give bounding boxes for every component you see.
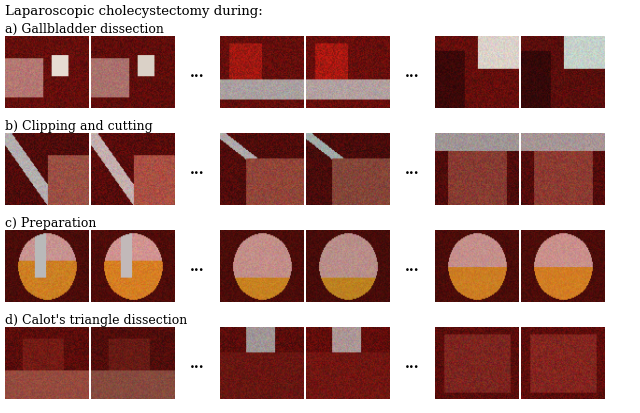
- Text: a) Gallbladder dissection: a) Gallbladder dissection: [5, 23, 164, 36]
- Text: b) Clipping and cutting: b) Clipping and cutting: [5, 120, 153, 133]
- Text: ...: ...: [190, 66, 205, 80]
- Text: ...: ...: [190, 259, 205, 273]
- Text: ...: ...: [190, 163, 205, 177]
- Text: ...: ...: [405, 66, 420, 80]
- Text: ...: ...: [190, 356, 205, 370]
- Text: ...: ...: [405, 356, 420, 370]
- Text: d) Calot's triangle dissection: d) Calot's triangle dissection: [5, 313, 188, 326]
- Text: Laparoscopic cholecystectomy during:: Laparoscopic cholecystectomy during:: [5, 5, 263, 18]
- Text: c) Preparation: c) Preparation: [5, 216, 97, 230]
- Text: ...: ...: [405, 259, 420, 273]
- Text: ...: ...: [405, 163, 420, 177]
